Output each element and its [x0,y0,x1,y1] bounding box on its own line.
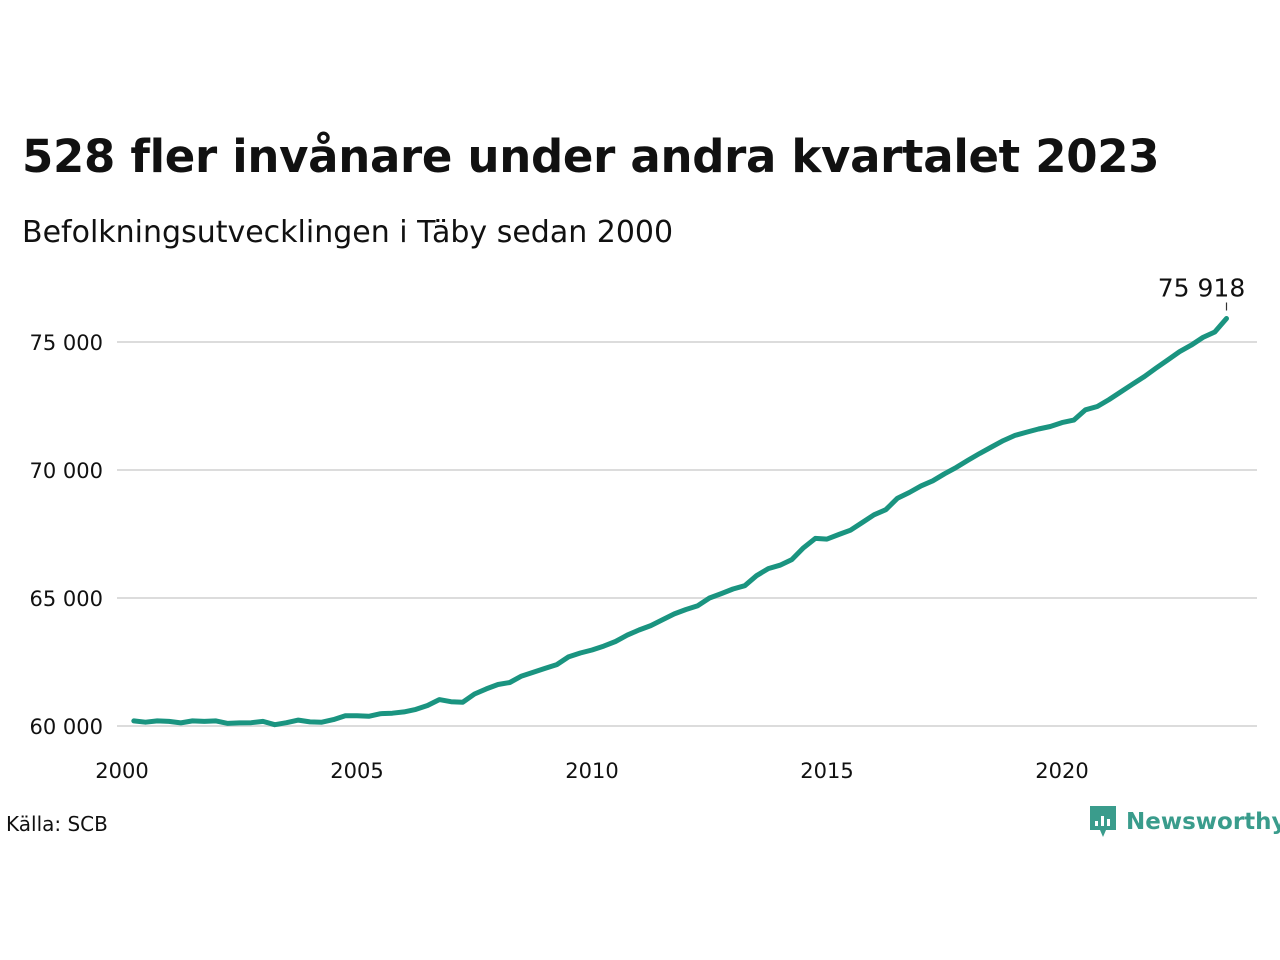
newsworthy-wordmark: Newsworthy [1126,809,1280,835]
newsworthy-logo: Newsworthy [1088,804,1280,840]
y-tick-label: 65 000 [30,587,103,611]
end-value-label: 75 918 [1158,273,1245,302]
y-tick-label: 75 000 [30,331,103,355]
x-tick-label: 2000 [95,759,148,783]
y-tick-label: 60 000 [30,715,103,739]
chart-title: 528 fler invånare under andra kvartalet … [22,130,1160,183]
y-axis-tick-labels: 60 000 65 000 70 000 75 000 [30,331,103,739]
gridlines [117,341,1257,727]
x-tick-label: 2015 [800,759,853,783]
x-tick-label: 2020 [1035,759,1088,783]
y-tick-label: 70 000 [30,459,103,483]
source-note: Källa: SCB [6,812,108,836]
population-series-line [131,316,1229,728]
x-tick-label: 2010 [565,759,618,783]
newsworthy-logo-icon [1090,806,1116,837]
x-axis-tick-labels: 2000 2005 2010 2015 2020 [95,759,1088,783]
x-tick-label: 2005 [330,759,383,783]
chart-subtitle: Befolkningsutvecklingen i Täby sedan 200… [22,215,674,250]
